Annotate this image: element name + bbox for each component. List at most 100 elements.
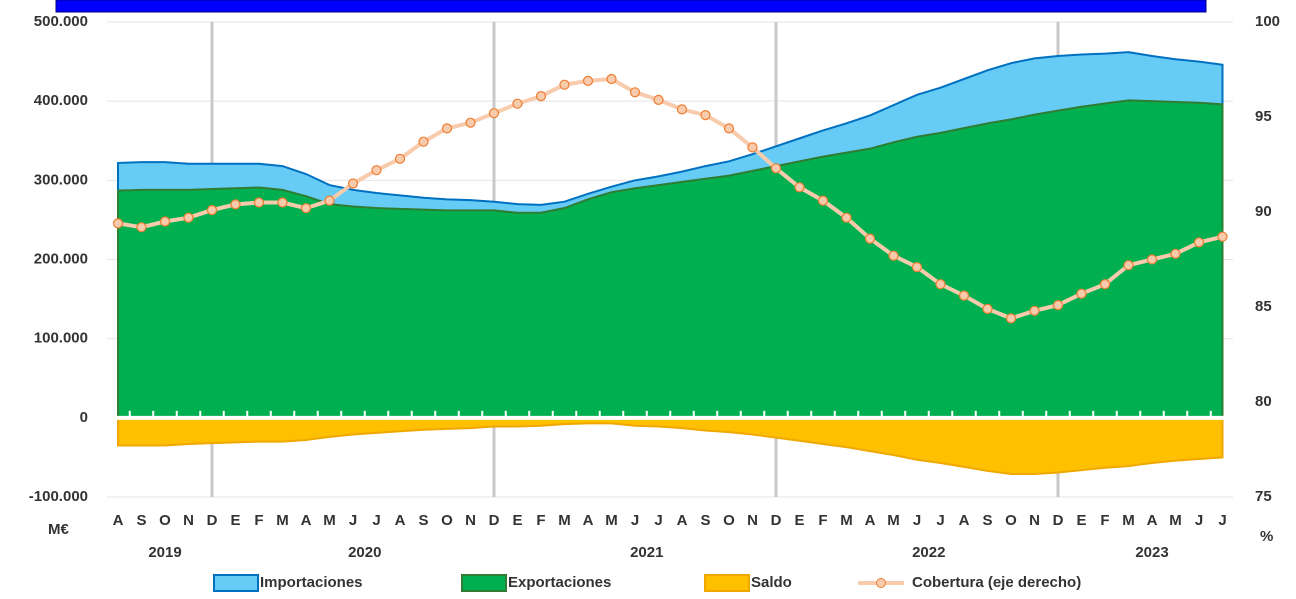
y2-tick-label: 95 bbox=[1255, 108, 1272, 125]
x-tick-label: A bbox=[583, 512, 594, 529]
legend-label: Exportaciones bbox=[508, 574, 611, 591]
year-label: 2023 bbox=[1135, 544, 1168, 561]
marker bbox=[347, 178, 359, 189]
x-tick-label: A bbox=[959, 512, 970, 529]
y2-tick-label: 100 bbox=[1255, 13, 1280, 30]
marker bbox=[465, 117, 476, 128]
marker bbox=[794, 182, 805, 193]
year-label: 2020 bbox=[348, 544, 381, 561]
y2-tick-label: 80 bbox=[1255, 393, 1272, 410]
x-tick-label: E bbox=[230, 512, 240, 529]
x-tick-label: A bbox=[113, 512, 124, 529]
marker bbox=[183, 212, 194, 223]
x-tick-label: O bbox=[723, 512, 735, 529]
marker bbox=[958, 290, 970, 301]
marker bbox=[770, 163, 782, 174]
marker bbox=[371, 165, 382, 176]
x-tick-label: O bbox=[1005, 512, 1017, 529]
year-label: 2019 bbox=[148, 544, 181, 561]
marker bbox=[488, 108, 500, 119]
marker bbox=[1217, 231, 1228, 242]
marker bbox=[582, 75, 594, 87]
marker bbox=[1005, 313, 1017, 324]
x-tick-label: E bbox=[794, 512, 804, 529]
x-tick-label: S bbox=[418, 512, 428, 529]
legend-swatch bbox=[461, 574, 507, 592]
x-tick-label: M bbox=[558, 512, 571, 529]
legend-marker bbox=[876, 578, 886, 588]
x-tick-label: J bbox=[349, 512, 357, 529]
x-tick-label: M bbox=[323, 512, 336, 529]
x-tick-label: S bbox=[982, 512, 992, 529]
marker bbox=[841, 212, 852, 223]
x-tick-label: S bbox=[700, 512, 710, 529]
x-tick-label: J bbox=[1195, 512, 1203, 529]
year-label: 2021 bbox=[630, 544, 663, 561]
legend-label: Cobertura (eje derecho) bbox=[912, 574, 1081, 591]
marker bbox=[1170, 248, 1181, 259]
x-tick-label: J bbox=[631, 512, 639, 529]
y-tick-label: 0 bbox=[80, 409, 88, 426]
marker bbox=[394, 153, 406, 164]
marker bbox=[159, 216, 171, 227]
x-tick-label: O bbox=[159, 512, 171, 529]
x-tick-label: J bbox=[936, 512, 944, 529]
legend-label: Importaciones bbox=[260, 574, 363, 591]
x-tick-label: J bbox=[654, 512, 662, 529]
x-tick-label: M bbox=[840, 512, 853, 529]
marker bbox=[629, 87, 641, 98]
y2-tick-label: 75 bbox=[1255, 488, 1272, 505]
marker bbox=[253, 197, 265, 208]
x-tick-label: F bbox=[1100, 512, 1109, 529]
marker bbox=[676, 104, 688, 115]
marker bbox=[700, 109, 711, 121]
marker bbox=[136, 222, 147, 233]
x-tick-label: N bbox=[183, 512, 194, 529]
marker bbox=[1099, 279, 1111, 290]
marker bbox=[982, 303, 993, 314]
marker bbox=[324, 195, 335, 206]
marker bbox=[277, 197, 288, 208]
marker bbox=[606, 73, 617, 85]
x-tick-label: J bbox=[372, 512, 380, 529]
marker bbox=[206, 205, 218, 216]
x-tick-label: A bbox=[1147, 512, 1158, 529]
x-tick-label: D bbox=[771, 512, 782, 529]
marker bbox=[512, 98, 523, 109]
y-tick-label: 100.000 bbox=[34, 330, 88, 347]
x-tick-label: N bbox=[465, 512, 476, 529]
marker bbox=[935, 279, 946, 290]
marker bbox=[112, 218, 124, 229]
marker bbox=[300, 203, 312, 214]
y-tick-label: 300.000 bbox=[34, 171, 88, 188]
marker bbox=[747, 142, 758, 153]
marker bbox=[1193, 237, 1205, 248]
marker bbox=[723, 123, 735, 134]
marker bbox=[418, 136, 429, 147]
x-tick-label: E bbox=[512, 512, 522, 529]
marker bbox=[559, 79, 570, 90]
x-tick-label: F bbox=[254, 512, 263, 529]
x-tick-label: J bbox=[913, 512, 921, 529]
marker bbox=[1146, 254, 1158, 265]
legend-label: Saldo bbox=[751, 574, 792, 591]
x-tick-label: A bbox=[865, 512, 876, 529]
x-tick-label: N bbox=[1029, 512, 1040, 529]
marker bbox=[864, 233, 876, 244]
y2-tick-label: 85 bbox=[1255, 298, 1272, 315]
marker bbox=[535, 90, 547, 102]
x-tick-label: M bbox=[887, 512, 900, 529]
x-tick-label: J bbox=[1218, 512, 1226, 529]
legend-swatch bbox=[704, 574, 750, 592]
marker bbox=[441, 123, 453, 134]
x-tick-label: F bbox=[818, 512, 827, 529]
x-tick-label: D bbox=[1053, 512, 1064, 529]
y-tick-label: 500.000 bbox=[34, 13, 88, 30]
x-tick-label: A bbox=[301, 512, 312, 529]
x-tick-label: O bbox=[441, 512, 453, 529]
marker bbox=[817, 195, 829, 206]
x-tick-label: F bbox=[536, 512, 545, 529]
area bbox=[117, 99, 1224, 419]
x-tick-label: D bbox=[207, 512, 218, 529]
